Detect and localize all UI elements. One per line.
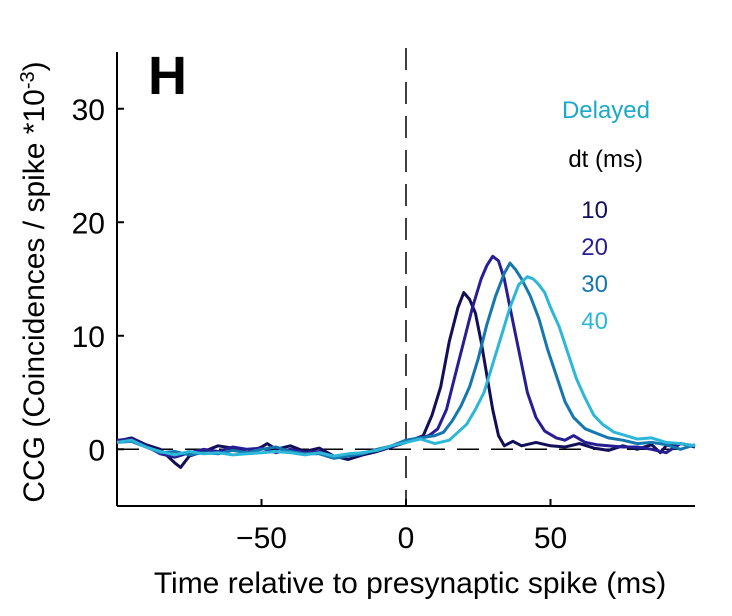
x-tick-label: 0: [398, 522, 415, 555]
y-axis-label: CCG (Coincidences / spike *10-3): [17, 61, 51, 502]
axis-ticks: 0 10 20 30 −50 0 50: [72, 94, 568, 555]
y-axis-label-close: ): [18, 61, 51, 71]
panel-label: H: [148, 46, 187, 106]
series-lines: [116, 254, 696, 469]
legend-title: Delayed: [562, 97, 650, 124]
x-tick-label: −50: [236, 522, 287, 555]
x-tick-label: 50: [534, 522, 567, 555]
legend: Delayed dt (ms) 10 20 30 40: [562, 97, 650, 335]
y-tick-label: 10: [72, 321, 105, 354]
y-axis-label-exponent: -3: [17, 71, 39, 89]
series-line-dt-10: [116, 291, 696, 469]
legend-subtitle: dt (ms): [568, 146, 643, 173]
series-line-dt-30: [116, 261, 696, 460]
series-line-dt-40: [116, 275, 696, 458]
y-tick-label: 20: [72, 207, 105, 240]
series-line-dt-20: [116, 254, 696, 459]
legend-entries: 10 20 30 40: [581, 197, 608, 335]
y-axis-label-main: CCG (Coincidences / spike *10: [18, 89, 51, 503]
x-axis-label: Time relative to presynaptic spike (ms): [154, 567, 666, 600]
legend-entry-30: 30: [581, 271, 608, 298]
legend-entry-40: 40: [581, 308, 608, 335]
legend-entry-20: 20: [581, 234, 608, 261]
legend-entry-10: 10: [581, 197, 608, 224]
y-tick-label: 0: [88, 434, 105, 467]
y-tick-label: 30: [72, 94, 105, 127]
